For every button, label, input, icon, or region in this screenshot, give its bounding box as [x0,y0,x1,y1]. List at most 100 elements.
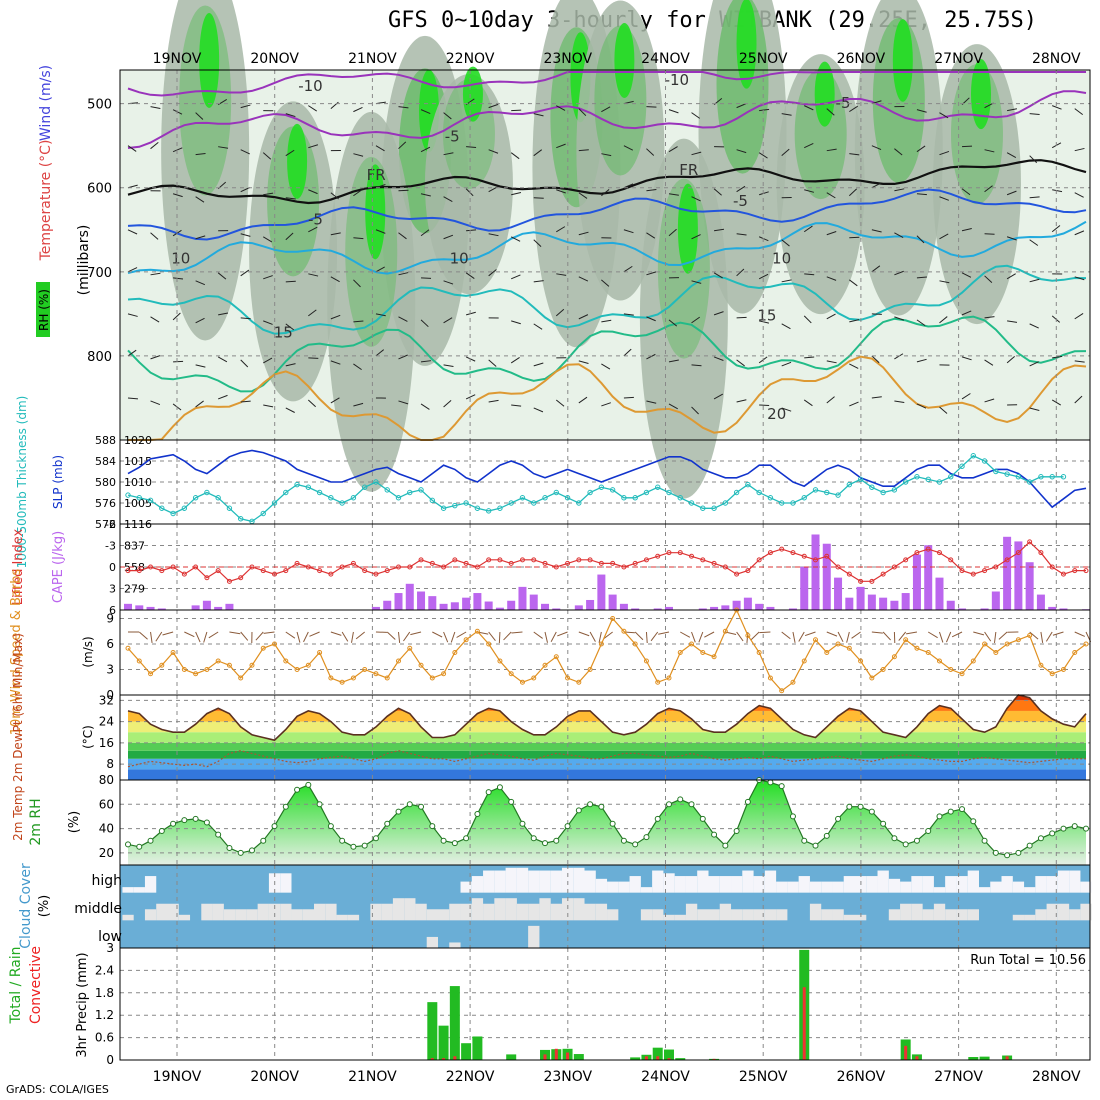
cloud-cell [449,903,461,921]
cloud-cell [246,909,258,921]
rh-point [936,813,943,820]
rh-plume-core [287,123,308,199]
wind-barb [330,314,341,320]
precip-total-bar [652,1047,663,1060]
precip-tick-label: 1.2 [95,1008,114,1022]
cloud-cell [911,876,923,893]
wind-barb [127,145,137,152]
slp-tick-label: 1015 [124,455,152,468]
wind-barb [804,105,814,111]
wind-barb [759,404,770,406]
wind-barb [691,280,702,284]
wind-speed-point [1015,637,1021,643]
wind-barb [668,228,677,237]
wind-barb [1074,108,1084,116]
thickness-point [722,500,729,506]
precip-tick-label: 0 [106,1053,114,1067]
cape-bar [946,600,955,610]
surface-wind-barb [240,631,249,641]
li-point [643,557,649,563]
wind-barb [240,149,250,155]
thickness-point [159,505,165,511]
cloud-cell [291,909,303,921]
cape-bar [867,594,876,610]
rh-point [474,811,481,817]
rh-point [1083,825,1089,832]
li-point [982,568,988,574]
thickness-point [294,481,300,488]
wind-barb [916,235,925,244]
wind-barb [894,148,903,156]
li-point [711,560,717,566]
cloud-cell [753,876,765,893]
rh-point [542,840,549,847]
wind-barb [353,279,361,288]
wind-barb [533,407,544,413]
rh-point [519,820,526,827]
thickness-point [869,484,875,490]
wind-barb [601,153,612,157]
rh-plume-core [970,59,991,130]
cloud-cell [629,876,641,893]
surface-wind-barb [208,631,219,639]
li-point [1083,568,1089,574]
wind-barb [511,274,521,280]
cape-bar [766,606,775,610]
li-point [677,550,683,556]
surface-wind-barb [898,631,907,641]
thickness-point [846,481,853,488]
li-point [238,575,244,581]
wind-speed-point [779,688,785,694]
wind-barb [668,109,679,114]
surface-wind-barb [650,631,659,642]
li-point [441,564,447,570]
isotherm-line [127,188,1087,241]
wind-barb [127,349,137,357]
precip-convective-bar [430,1058,434,1060]
cloud-cell [1046,903,1058,921]
cape-bar [800,566,809,610]
wind-barb [353,363,362,371]
cloud-cell [652,909,664,921]
thickness-point [350,495,357,501]
rh-point [620,837,627,844]
wind-barb [1007,108,1018,112]
li-point [813,557,819,563]
thickness-point [790,500,796,506]
rh-point [1071,823,1078,830]
cloud-cell [708,876,720,893]
rh-plume-core [614,22,635,98]
wind-barb [510,152,520,160]
wind-barb [849,279,858,287]
cape-bar [135,605,144,610]
cape-bar [721,605,730,610]
wind-barb [353,153,364,157]
precip-total-bar [968,1057,979,1060]
wind-speed-point [824,650,830,655]
wind-barb [150,232,159,240]
thickness-point [801,495,807,501]
wind-barb [375,313,386,317]
wind-barb [691,316,701,324]
rh-point [925,828,932,834]
wind-barb [1052,189,1063,193]
cloud-cell [843,914,856,921]
wind-barb [1006,355,1015,364]
rh-point [699,815,706,822]
wind-barb [307,399,316,408]
rh-point [170,820,177,827]
wind-speed-point [317,650,323,655]
cape-bar [518,586,527,610]
contour-label: -10 [665,71,690,89]
wind-barb [1074,230,1085,236]
cloud-cell [967,909,979,921]
wind-barb [285,113,296,118]
li-point [891,564,897,570]
cape-bar [124,603,132,610]
rh-point [880,820,887,827]
cloud-cell [697,909,709,921]
cape-bar [856,586,865,610]
cloud-cell [539,898,551,921]
cape-bar [1014,541,1023,610]
wind-speed-point [621,628,627,634]
